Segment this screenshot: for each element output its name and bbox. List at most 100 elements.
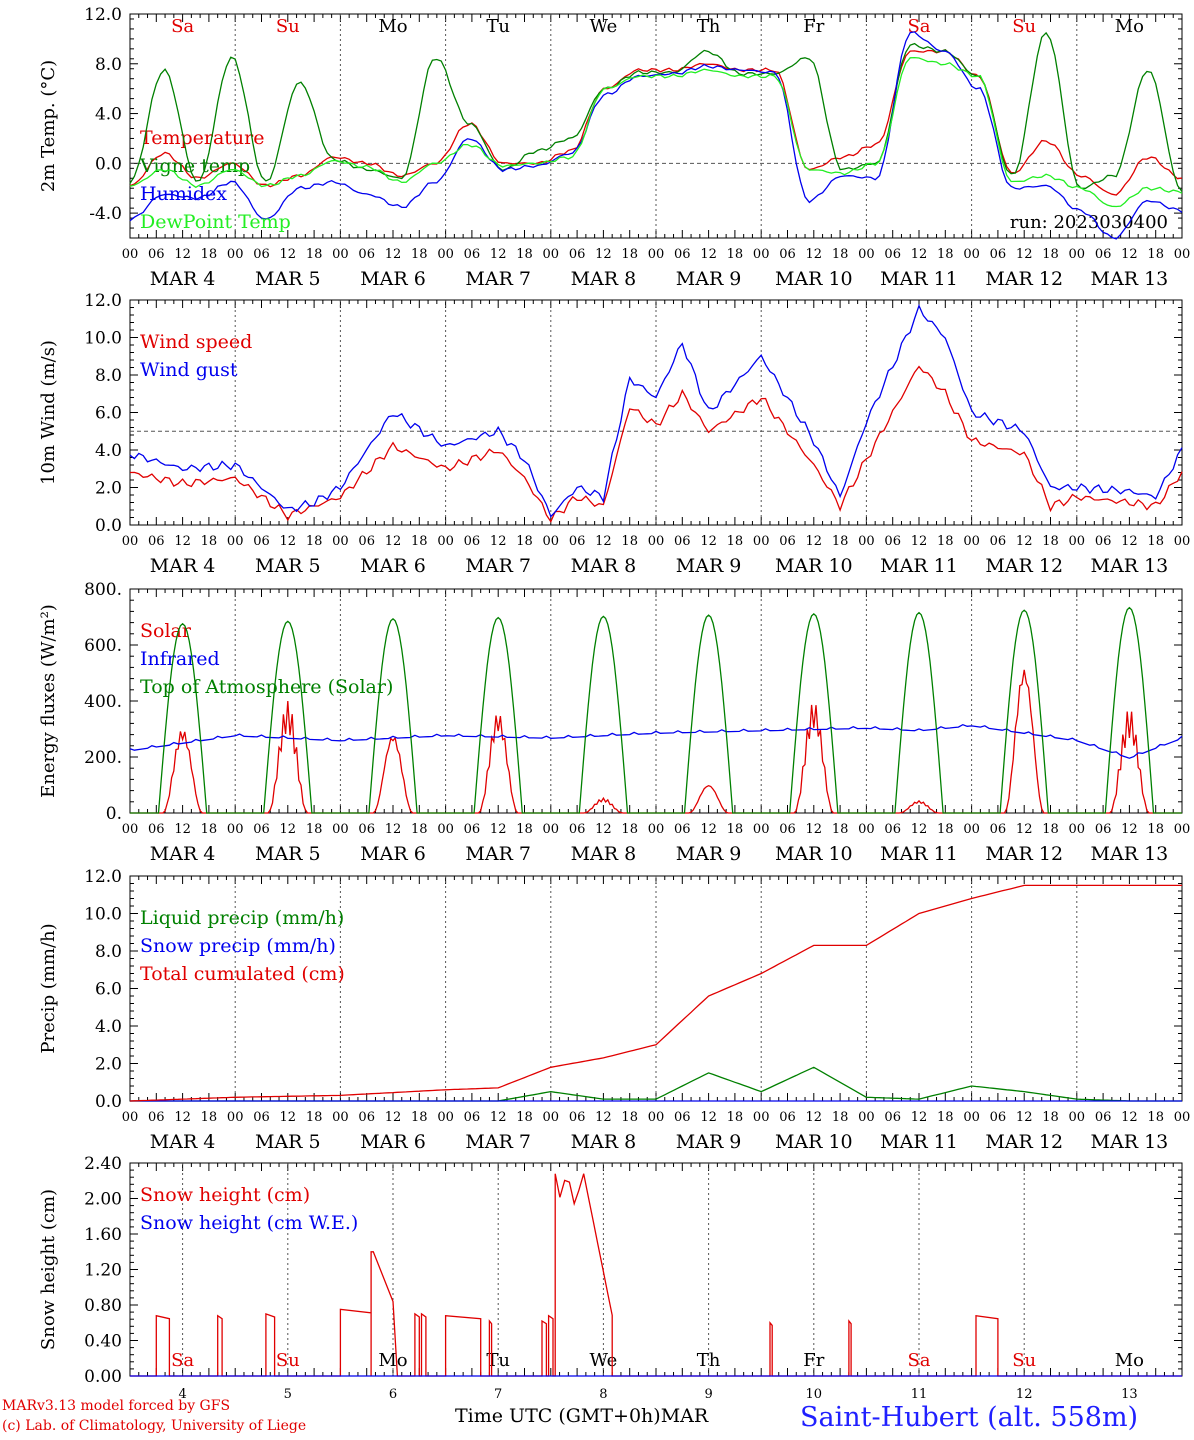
hour-label: 06: [569, 534, 586, 549]
hour-label: 12: [385, 247, 402, 262]
hour-label: 00: [1174, 1110, 1191, 1125]
hour-label: 00: [122, 247, 139, 262]
day-label: MAR 8: [571, 555, 637, 577]
day-label: MAR 10: [775, 268, 853, 290]
hour-label: 18: [1147, 534, 1164, 549]
day-label: MAR 7: [465, 555, 531, 577]
series-line-wind-0: [129, 365, 1183, 523]
hour-label: 00: [858, 822, 875, 837]
hour-label: 00: [227, 1110, 244, 1125]
legend-entry: Wind speed: [140, 331, 252, 353]
day-label: MAR 6: [360, 268, 426, 290]
hour-label: 12: [280, 822, 297, 837]
y-axis-label: 10m Wind (m/s): [38, 340, 59, 485]
hour-label: 12: [911, 822, 928, 837]
day-label: MAR 12: [985, 268, 1063, 290]
legend-entry: Vigne temp: [139, 155, 250, 177]
hour-label: 00: [753, 1110, 770, 1125]
y-tick-label: 4.0: [95, 105, 122, 125]
y-tick-label: 8.0: [95, 942, 122, 962]
hour-label: 06: [358, 1110, 375, 1125]
weekday-label: Th: [697, 1350, 721, 1371]
hour-label: 18: [937, 822, 954, 837]
legend-entry: Snow height (cm): [140, 1184, 310, 1206]
day-number: 10: [806, 1387, 823, 1402]
weekday-label: Sa: [171, 16, 194, 37]
hour-label: 06: [884, 822, 901, 837]
hour-label: 06: [253, 534, 270, 549]
day-label: MAR 5: [255, 268, 321, 290]
station-name: Saint-Hubert (alt. 558m): [800, 1402, 1139, 1433]
day-label: MAR 13: [1091, 1131, 1169, 1153]
hour-label: 18: [937, 534, 954, 549]
hour-label: 06: [990, 247, 1007, 262]
hour-label: 06: [674, 822, 691, 837]
y-tick-label: 8.0: [95, 55, 122, 75]
legend-entry: Top of Atmosphere (Solar): [140, 676, 393, 698]
hour-label: 00: [227, 534, 244, 549]
hour-label: 00: [963, 1110, 980, 1125]
legend-entry: Snow precip (mm/h): [140, 935, 336, 957]
hour-label: 06: [148, 822, 165, 837]
hour-label: 06: [1095, 247, 1112, 262]
series-line-temperature-3: [129, 56, 1183, 208]
hour-label: 00: [1069, 534, 1086, 549]
hour-label: 18: [411, 247, 428, 262]
hour-label: 12: [700, 822, 717, 837]
hour-label: 18: [306, 534, 323, 549]
weekday-label: Su: [276, 1350, 300, 1371]
y-tick-label: 6.0: [95, 404, 122, 424]
hour-label: 18: [306, 1110, 323, 1125]
hour-label: 18: [516, 247, 533, 262]
legend-entry: Infrared: [140, 648, 220, 670]
hour-label: 00: [858, 534, 875, 549]
hour-label: 18: [1042, 534, 1059, 549]
hour-label: 00: [1069, 1110, 1086, 1125]
y-tick-label: 2.0: [95, 1055, 122, 1075]
weekday-label: Sa: [907, 1350, 930, 1371]
hour-label: 00: [227, 247, 244, 262]
hour-label: 12: [595, 247, 612, 262]
x-axis-title: Time UTC (GMT+0h)MAR: [455, 1405, 708, 1427]
hour-label: 00: [858, 1110, 875, 1125]
hour-label: 00: [648, 822, 665, 837]
legend-entry: Wind gust: [140, 359, 238, 381]
hour-label: 06: [884, 1110, 901, 1125]
hour-label: 06: [464, 247, 481, 262]
hour-label: 18: [201, 247, 218, 262]
day-label: MAR 9: [676, 555, 742, 577]
day-label: MAR 12: [985, 843, 1063, 865]
day-label: MAR 6: [360, 843, 426, 865]
hour-label: 06: [779, 534, 796, 549]
weekday-label: Fr: [803, 1350, 824, 1371]
hour-label: 00: [1069, 247, 1086, 262]
hour-label: 00: [332, 822, 349, 837]
hour-label: 00: [437, 247, 454, 262]
hour-label: 06: [779, 1110, 796, 1125]
hour-label: 18: [201, 1110, 218, 1125]
day-number: 8: [599, 1387, 607, 1402]
hour-label: 12: [490, 822, 507, 837]
hour-label: 18: [832, 534, 849, 549]
hour-label: 18: [621, 534, 638, 549]
y-tick-label: 4.0: [95, 1017, 122, 1037]
y-tick-label: 800.: [84, 580, 122, 600]
series-line-temperature-2: [129, 31, 1183, 240]
hour-label: 12: [1121, 534, 1138, 549]
hour-label: 12: [595, 1110, 612, 1125]
hour-label: 00: [332, 534, 349, 549]
y-tick-label: -4.0: [89, 204, 122, 224]
hour-label: 12: [490, 534, 507, 549]
day-label: MAR 10: [775, 1131, 853, 1153]
hour-label: 12: [490, 247, 507, 262]
hour-label: 12: [1016, 247, 1033, 262]
y-tick-label: 0.0: [95, 154, 122, 174]
y-tick-label: 0.0: [95, 1092, 122, 1112]
hour-label: 06: [674, 534, 691, 549]
y-tick-label: 400.: [84, 692, 122, 712]
day-number: 11: [911, 1387, 928, 1402]
day-label: MAR 10: [775, 843, 853, 865]
hour-label: 00: [963, 247, 980, 262]
y-tick-label: 6.0: [95, 980, 122, 1000]
hour-label: 18: [516, 534, 533, 549]
